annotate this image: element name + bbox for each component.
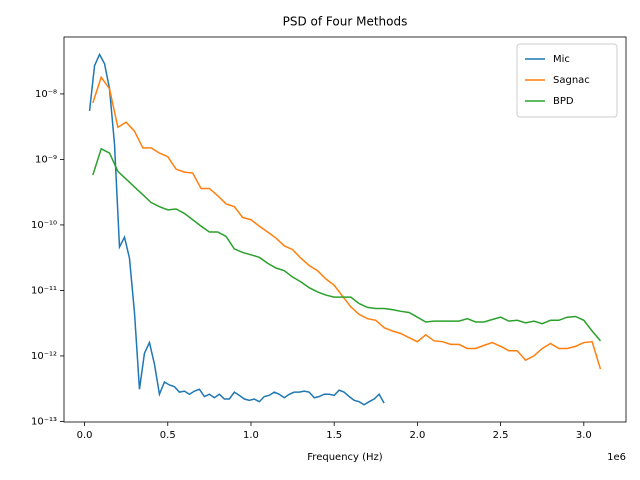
x-tick-label: 1.5 xyxy=(326,430,342,441)
chart-title: PSD of Four Methods xyxy=(283,15,408,29)
x-tick-label: 0.0 xyxy=(77,430,93,441)
y-tick-label: 10⁻¹² xyxy=(31,351,57,362)
x-offset-label: 1e6 xyxy=(607,452,626,463)
y-tick-label: 10⁻⁸ xyxy=(35,89,57,100)
x-tick-label: 2.0 xyxy=(409,430,425,441)
y-tick-label: 10⁻¹¹ xyxy=(31,285,57,296)
legend-label: Sagnac xyxy=(553,75,590,86)
series-line xyxy=(88,52,385,406)
x-tick-label: 3.0 xyxy=(576,430,592,441)
x-axis-label: Frequency (Hz) xyxy=(307,452,383,463)
legend-box xyxy=(516,43,618,118)
series-line xyxy=(92,147,602,342)
y-tick-label: 10⁻⁹ xyxy=(35,154,57,165)
series-line xyxy=(92,75,602,370)
legend-label: BPD xyxy=(553,96,574,107)
y-tick-label: 10⁻¹³ xyxy=(31,416,57,427)
x-tick-label: 1.0 xyxy=(243,430,259,441)
x-tick-label: 0.5 xyxy=(160,430,176,441)
x-tick-label: 2.5 xyxy=(493,430,509,441)
plot-frame xyxy=(63,36,627,423)
y-tick-label: 10⁻¹⁰ xyxy=(31,220,57,231)
legend-label: Mic xyxy=(553,54,570,65)
